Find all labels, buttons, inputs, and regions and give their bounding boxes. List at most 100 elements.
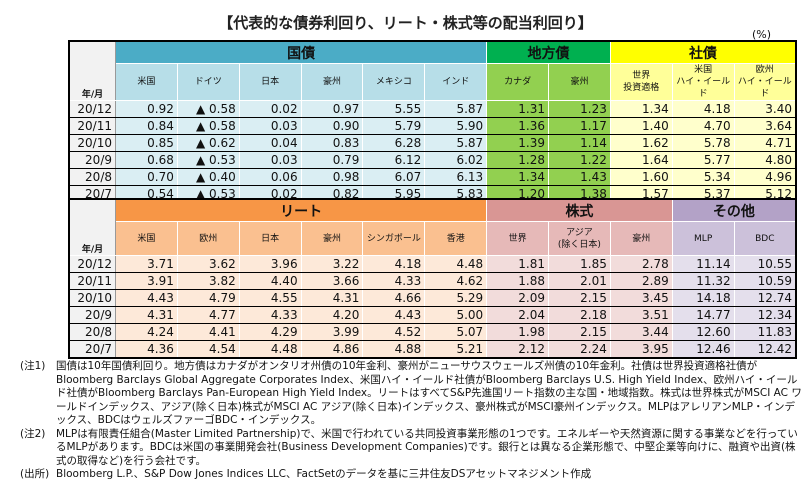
value-cell: 1.60	[609, 168, 673, 186]
value-cell: 0.02	[238, 100, 302, 118]
date-header: 年/月	[68, 40, 116, 101]
value-cell: 0.70	[115, 168, 178, 186]
value-cell: 3.45	[609, 289, 673, 307]
value-cell: 1.64	[609, 151, 673, 169]
value-cell: 2.89	[609, 272, 673, 290]
group-header-row: 年/月 リート 株式 その他	[68, 198, 797, 256]
value-cell: 3.51	[609, 306, 673, 324]
value-cell: 1.98	[486, 323, 550, 341]
group-header-row: 年/月 国債 地方債 社債	[68, 40, 797, 101]
value-cell: 1.81	[486, 255, 550, 273]
value-cell: 5.21	[424, 340, 488, 359]
value-cell: 4.55	[238, 289, 302, 307]
table-row: 20/12 0.92 ▲ 0.58 0.02 0.97 5.55 5.87 1.31 1.23 1…	[68, 100, 797, 118]
value-cell: 12.74	[733, 289, 797, 307]
value-cell: 4.77	[176, 306, 240, 324]
value-cell: 6.12	[362, 151, 426, 169]
value-cell: 12.42	[733, 340, 797, 359]
value-cell: 4.31	[300, 289, 364, 307]
row-date: 20/8	[68, 168, 116, 186]
group-header: その他	[671, 198, 797, 222]
value-cell: 10.55	[733, 255, 797, 273]
value-cell: 3.71	[115, 255, 178, 273]
value-cell: 5.29	[424, 289, 488, 307]
value-cell: 4.80	[733, 151, 797, 169]
value-cell: 12.46	[671, 340, 735, 359]
value-cell: ▲ 0.40	[176, 168, 240, 186]
value-cell: 5.79	[362, 117, 426, 135]
table-row: 20/9 4.31 4.77 4.33 4.20 4.43 5.00 2.04 2.18 3.51…	[68, 306, 797, 324]
notes: (注1) 国債は10年国債利回り。地方債はカナダがオンタリオ州債の10年金利、豪州…	[20, 360, 805, 482]
value-cell: 3.99	[300, 323, 364, 341]
value-cell: 0.92	[115, 100, 178, 118]
value-cell: 3.44	[609, 323, 673, 341]
table-row: 20/7 4.36 4.54 4.48 4.86 4.88 5.21 2.12 2.24 3.95…	[68, 340, 797, 359]
value-cell: 4.70	[671, 117, 735, 135]
value-cell: 4.54	[176, 340, 240, 359]
column-header: アジア (除く日本)	[548, 221, 611, 256]
value-cell: 4.88	[362, 340, 426, 359]
value-cell: 4.33	[362, 272, 426, 290]
value-cell: 0.03	[238, 151, 302, 169]
value-cell: 4.52	[362, 323, 426, 341]
page-title: 【代表的な債券利回り、リート・株式等の配当利回り】	[218, 14, 593, 32]
column-header: 日本	[238, 63, 302, 101]
value-cell: 2.78	[609, 255, 673, 273]
row-date: 20/8	[68, 323, 116, 341]
column-header: 米国 ハイ・イールド	[671, 63, 735, 101]
value-cell: 1.14	[548, 134, 611, 152]
value-cell: 5.87	[424, 100, 488, 118]
column-header: 欧州	[176, 221, 240, 256]
note-text: 国債は10年国債利回り。地方債はカナダがオンタリオ州債の10年金利、豪州がニュー…	[56, 360, 802, 426]
row-date: 20/10	[68, 134, 116, 152]
column-header: 米国	[115, 63, 178, 101]
row-date: 20/12	[68, 255, 116, 273]
column-header: ドイツ	[176, 63, 240, 101]
column-header-row: 米国 ドイツ 日本 豪州 メキシコ インド カナダ 豪州 世界 投資適格 米国 ハイ・イールド 欧州…	[69, 63, 797, 101]
unit-label: (%)	[752, 28, 772, 41]
bond-yield-table: 年/月 国債 地方債 社債 米国 ドイツ 日本 豪州 メキシコ インド カナダ 豪州 世界 投資適格 米国…	[68, 40, 797, 204]
column-header: 日本	[238, 221, 302, 256]
value-cell: 5.07	[424, 323, 488, 341]
value-cell: 5.00	[424, 306, 488, 324]
value-cell: 6.02	[424, 151, 488, 169]
column-header: カナダ	[486, 63, 550, 101]
column-header: メキシコ	[362, 63, 426, 101]
value-cell: 6.13	[424, 168, 488, 186]
group-header: 株式	[486, 198, 673, 222]
value-cell: 3.82	[176, 272, 240, 290]
column-header: 世界 投資適格	[609, 63, 673, 101]
value-cell: 0.79	[300, 151, 364, 169]
value-cell: 10.59	[733, 272, 797, 290]
value-cell: 0.85	[115, 134, 178, 152]
value-cell: 3.96	[238, 255, 302, 273]
reit-equity-yield-table: 年/月 リート 株式 その他 米国 欧州 日本 豪州 シンガポール 香港 世界 アジア (除く日本) 豪…	[68, 198, 797, 359]
value-cell: 0.68	[115, 151, 178, 169]
value-cell: 4.40	[238, 272, 302, 290]
column-header: 世界	[486, 221, 550, 256]
value-cell: 5.90	[424, 117, 488, 135]
table-row: 20/11 3.91 3.82 4.40 3.66 4.33 4.62 1.88 2.01 2.8…	[68, 272, 797, 290]
value-cell: 2.15	[548, 289, 611, 307]
date-header: 年/月	[68, 198, 116, 256]
value-cell: 1.22	[548, 151, 611, 169]
value-cell: 4.86	[300, 340, 364, 359]
column-header: BDC	[733, 221, 797, 256]
value-cell: 5.87	[424, 134, 488, 152]
value-cell: 1.43	[548, 168, 611, 186]
note-label: (注1)	[20, 360, 46, 372]
value-cell: 1.17	[548, 117, 611, 135]
group-header: 国債	[114, 40, 488, 64]
row-date: 20/9	[68, 306, 116, 324]
note-item: (出所) Bloomberg L.P.、S&P Dow Jones Indices…	[20, 468, 805, 482]
value-cell: 4.31	[115, 306, 178, 324]
value-cell: 14.18	[671, 289, 735, 307]
value-cell: 0.84	[115, 117, 178, 135]
value-cell: 1.62	[609, 134, 673, 152]
value-cell: 2.01	[548, 272, 611, 290]
value-cell: 4.36	[115, 340, 178, 359]
value-cell: 6.07	[362, 168, 426, 186]
group-header: 社債	[609, 40, 797, 64]
note-label: (出所)	[20, 468, 50, 480]
row-date: 20/11	[68, 117, 116, 135]
